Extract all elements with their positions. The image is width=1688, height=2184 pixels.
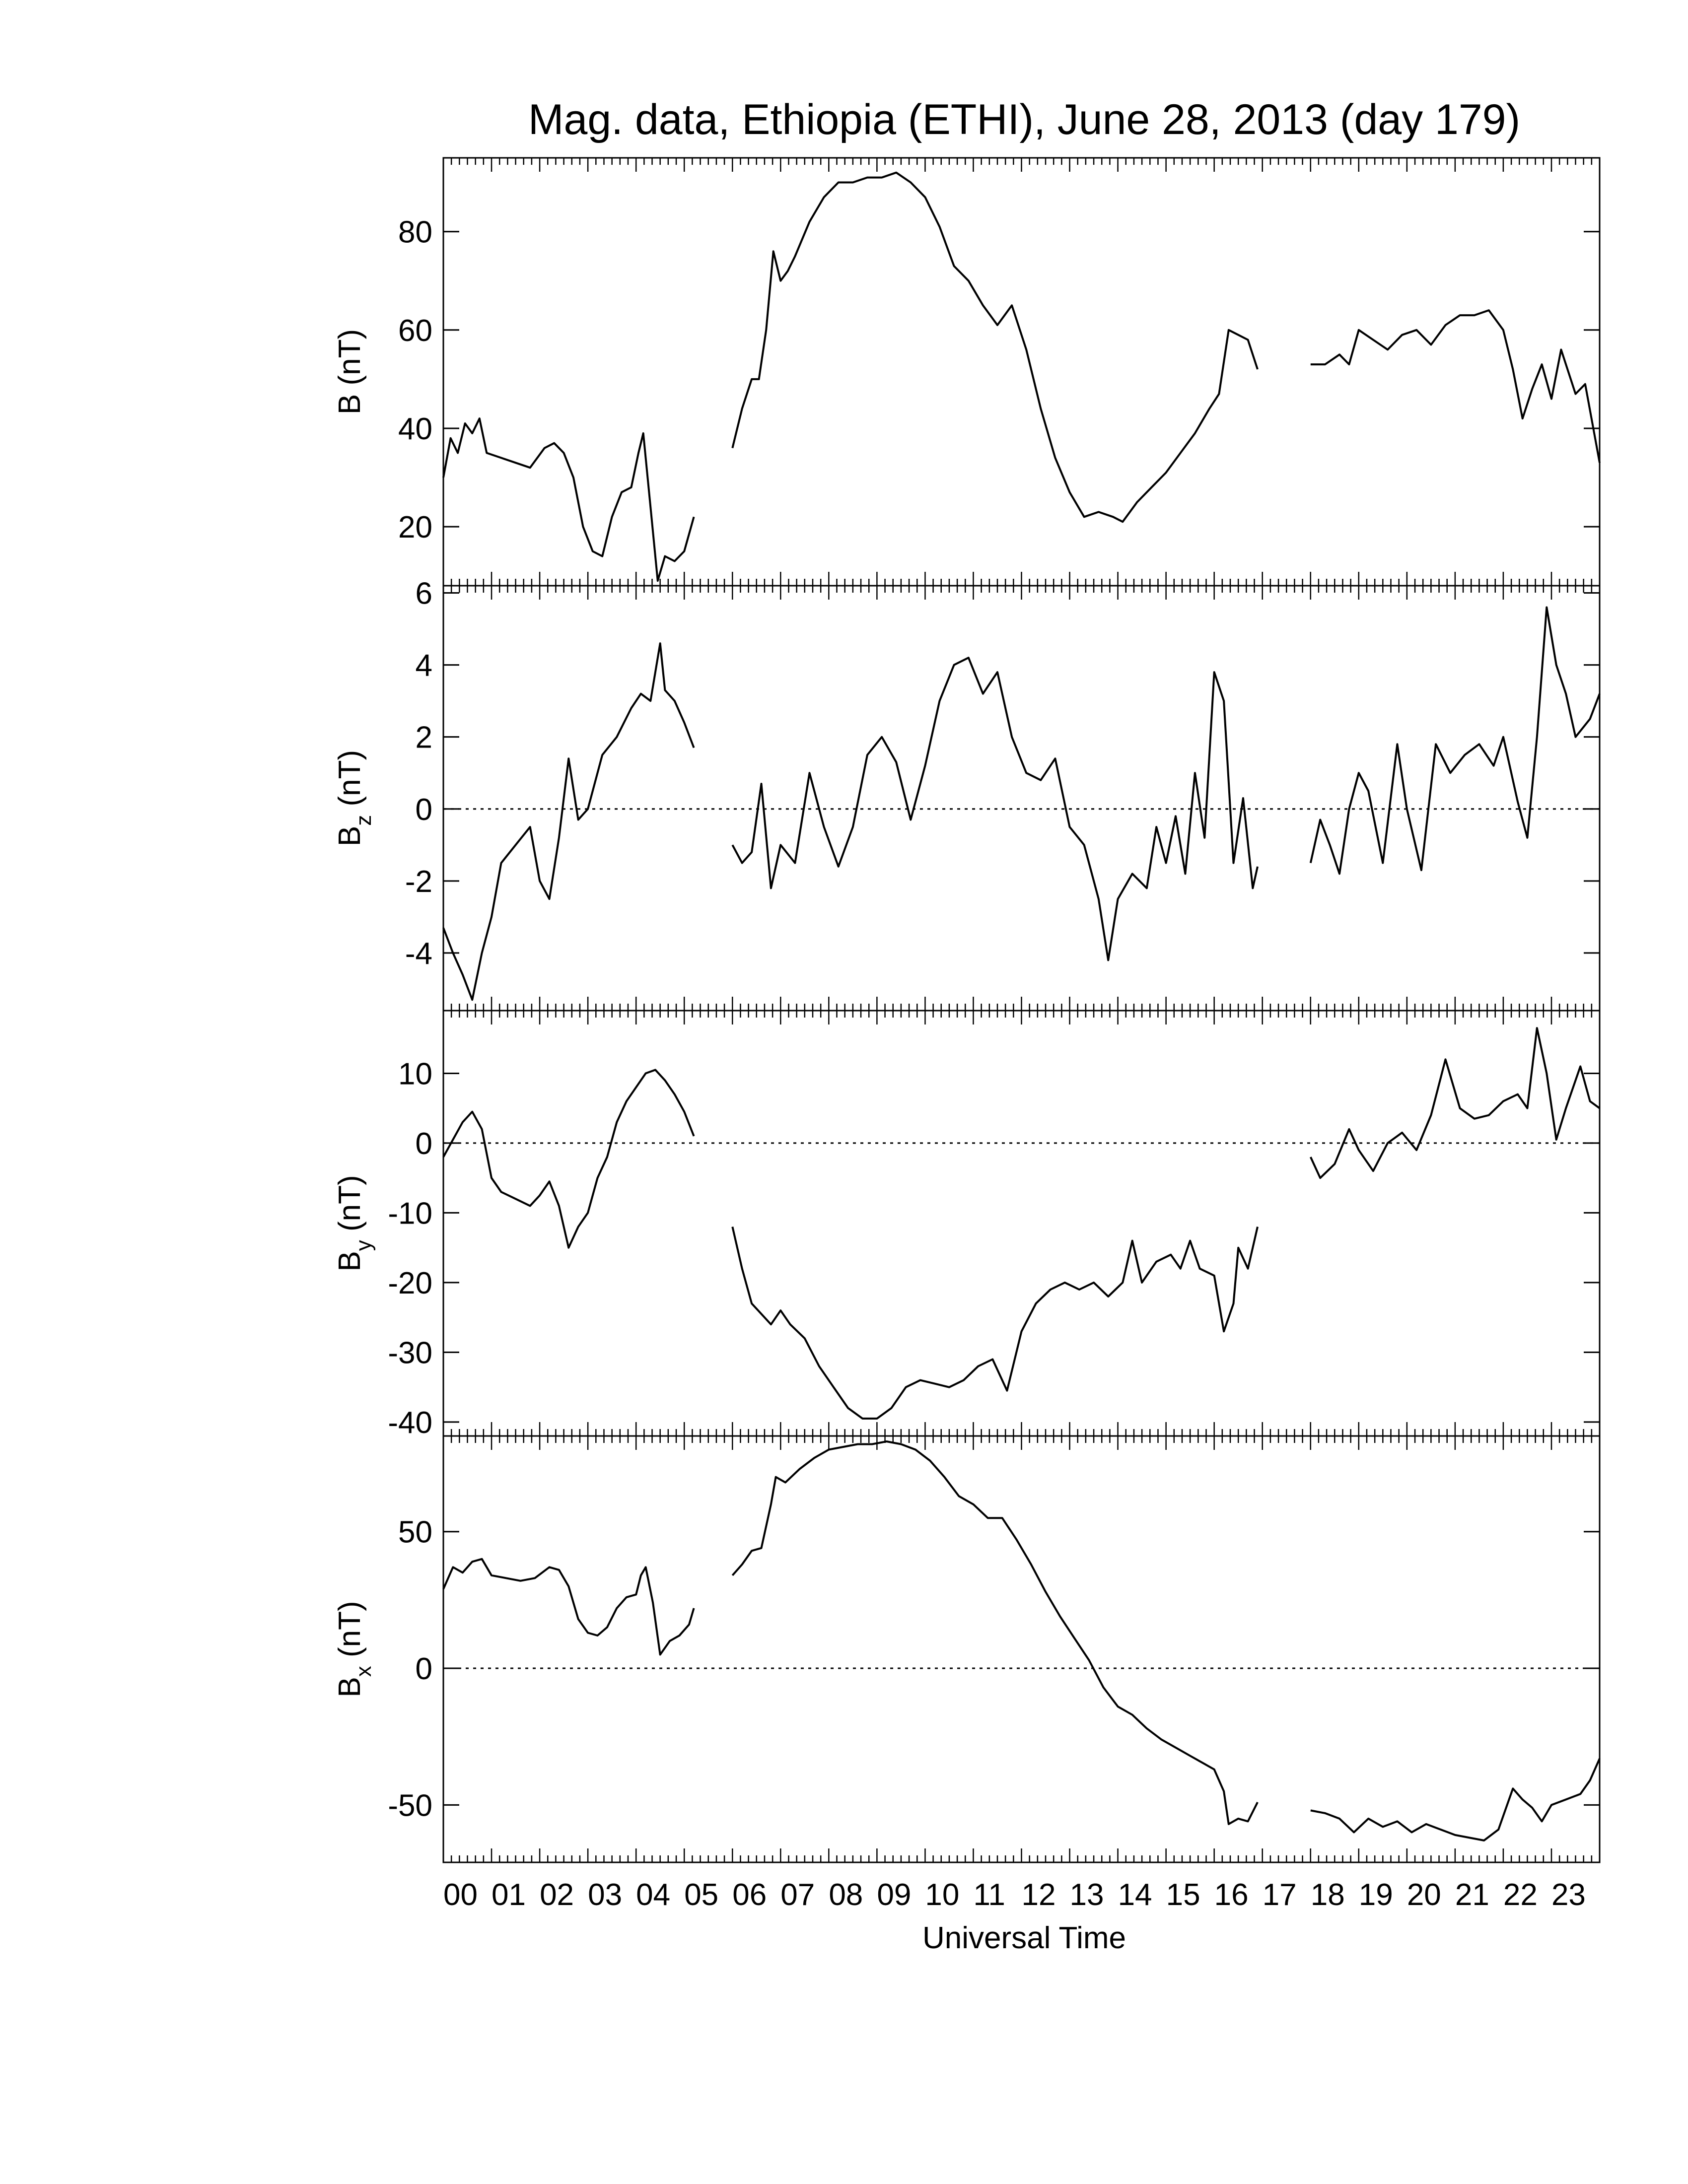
y-label-subscript: z <box>352 815 376 826</box>
series-bz-segment-2 <box>731 657 1259 961</box>
series-bz-segment-3 <box>1309 606 1601 875</box>
x-tick-label: 14 <box>1118 1878 1152 1912</box>
y-tick-label: -2 <box>405 865 432 899</box>
y-tick-label: 10 <box>398 1057 432 1091</box>
x-tick-label: 04 <box>636 1878 670 1912</box>
y-label-unit: (nT) <box>333 750 367 815</box>
y-tick-label: 40 <box>398 412 432 446</box>
x-tick-label: 03 <box>588 1878 622 1912</box>
y-tick-label: 6 <box>416 577 432 611</box>
x-tick-label: 19 <box>1359 1878 1393 1912</box>
y-tick-label: 80 <box>398 215 432 250</box>
x-tick-label: 20 <box>1407 1878 1441 1912</box>
y-tick-label: -10 <box>388 1196 432 1230</box>
x-tick-label: 05 <box>684 1878 718 1912</box>
panel-bx: -50 0 50 Bx (nT) <box>333 1435 1601 1863</box>
x-tick-label: 12 <box>1022 1878 1056 1912</box>
x-tick-label: 10 <box>925 1878 959 1912</box>
y-tick-label: 50 <box>398 1515 432 1550</box>
y-label-main: B <box>333 1677 367 1697</box>
x-tick-label: 13 <box>1070 1878 1104 1912</box>
x-tick-label: 17 <box>1263 1878 1297 1912</box>
x-tick-label: 01 <box>492 1878 526 1912</box>
x-tick-label: 21 <box>1455 1878 1489 1912</box>
y-tick-label: 2 <box>416 721 432 755</box>
series-bx-segment-1 <box>442 1558 695 1656</box>
x-tick-label: 16 <box>1214 1878 1249 1912</box>
series-bx-segment-2 <box>731 1440 1259 1825</box>
x-axis-label: Universal Time <box>922 1921 1126 1955</box>
y-tick-label: -20 <box>388 1266 432 1300</box>
x-tick-label: 09 <box>877 1878 911 1912</box>
y-label-unit: (nT) <box>333 1601 367 1666</box>
x-tick-label: 00 <box>443 1878 478 1912</box>
y-axis-label-bx: Bx (nT) <box>333 1601 376 1697</box>
x-tick-label: 07 <box>780 1878 815 1912</box>
x-tick-labels: 00 01 02 03 04 05 06 07 08 09 10 11 12 13 14 15 16 17 18 19… <box>443 1878 1586 1912</box>
x-tick-label: 15 <box>1166 1878 1200 1912</box>
y-tick-label: -4 <box>405 937 432 971</box>
y-tick-label: 0 <box>416 1127 432 1161</box>
series-by-segment-3 <box>1309 1027 1601 1179</box>
x-tick-label: 11 <box>973 1878 1005 1912</box>
y-tick-label: 0 <box>416 793 432 827</box>
y-tick-label: -50 <box>388 1788 432 1823</box>
series-b-segment-1 <box>442 417 695 582</box>
series-bx-segment-3 <box>1310 1758 1601 1842</box>
y-tick-label: 20 <box>398 510 432 545</box>
series-bz-segment-1 <box>442 642 695 1001</box>
y-tick-label: 4 <box>416 649 432 683</box>
panel-b: 20 40 60 80 B (nT) <box>333 157 1601 587</box>
x-tick-label: 18 <box>1311 1878 1345 1912</box>
y-tick-label: 0 <box>416 1652 432 1686</box>
y-label-main: B <box>333 394 367 414</box>
y-label-subscript: x <box>352 1666 376 1677</box>
series-b-segment-3 <box>1310 309 1601 463</box>
y-tick-label: -40 <box>388 1406 432 1440</box>
y-axis-label-by: By (nT) <box>333 1175 376 1271</box>
x-tick-label: 23 <box>1551 1878 1586 1912</box>
y-label-main: B <box>333 826 367 846</box>
y-label-main: B <box>333 1251 367 1271</box>
x-tick-label: 06 <box>732 1878 767 1912</box>
panel-bz: -4 -2 0 2 4 6 Bz (nT) <box>333 577 1601 1012</box>
y-label-subscript: y <box>352 1240 376 1251</box>
series-by-segment-1 <box>442 1069 695 1249</box>
series-b-segment-2 <box>731 171 1259 523</box>
x-tick-label: 08 <box>829 1878 863 1912</box>
y-tick-label: -30 <box>388 1336 432 1370</box>
x-tick-label: 22 <box>1503 1878 1538 1912</box>
y-label-unit: (nT) <box>333 329 367 394</box>
y-tick-label: 60 <box>398 314 432 348</box>
y-axis-label-bz: Bz (nT) <box>333 750 376 846</box>
y-axis-label-b: B (nT) <box>333 329 367 414</box>
x-tick-label: 02 <box>540 1878 574 1912</box>
series-by-segment-2 <box>731 1227 1259 1420</box>
y-label-unit: (nT) <box>333 1175 367 1240</box>
chart-title: Mag. data, Ethiopia (ETHI), June 28, 201… <box>528 96 1520 143</box>
